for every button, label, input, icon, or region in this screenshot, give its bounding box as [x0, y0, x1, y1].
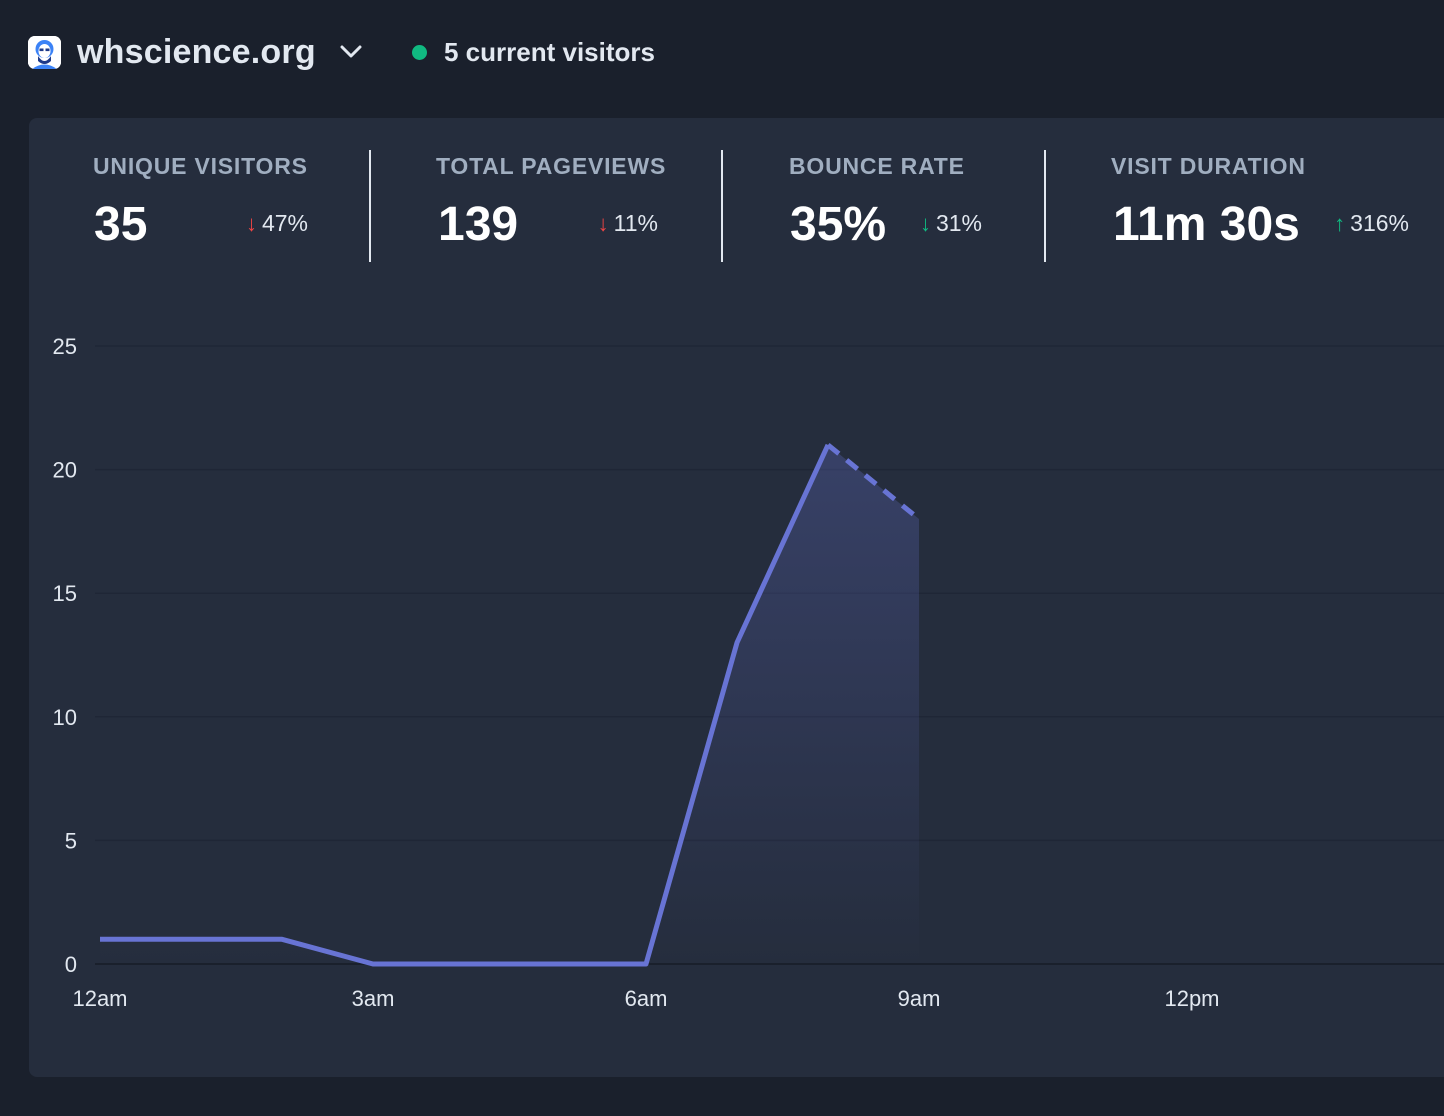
data-point[interactable]	[181, 929, 201, 949]
live-indicator-icon	[412, 44, 427, 60]
data-point[interactable]	[909, 509, 929, 529]
series-line	[100, 443, 831, 967]
x-tick-label: 6am	[625, 986, 668, 1011]
data-point[interactable]	[90, 929, 110, 949]
x-tick-label: 12am	[72, 986, 127, 1011]
arrow-down-icon: ↓	[245, 210, 257, 236]
avatar-portrait-icon	[28, 35, 61, 69]
stat-value: 35	[94, 198, 148, 251]
y-tick-label: 5	[65, 828, 77, 853]
stat-label: BOUNCE RATE	[789, 153, 965, 179]
stat-label: VISIT DURATION	[1111, 153, 1306, 179]
data-point[interactable]	[272, 929, 292, 949]
stat-unique-visitors[interactable]: UNIQUE VISITORS 35 ↓ 47%	[93, 118, 308, 268]
stat-value: 35%	[790, 198, 887, 251]
stat-visit-duration[interactable]: VISIT DURATION 11m 30s ↑ 316%	[1111, 118, 1409, 268]
data-point[interactable]	[363, 954, 383, 974]
x-tick-label: 3am	[352, 986, 395, 1011]
current-visitors-link[interactable]: 5 current visitors	[412, 34, 655, 70]
current-visitors-count: 5 current visitors	[444, 36, 655, 67]
stat-change: ↓ 47%	[246, 210, 308, 237]
x-tick-label: 12pm	[1164, 986, 1219, 1011]
top-bar: whscience.org 5 current visitors	[0, 0, 1444, 104]
y-tick-label: 15	[53, 581, 77, 606]
site-name: whscience.org	[77, 32, 316, 71]
stat-change-value: 316%	[1350, 210, 1409, 236]
arrow-up-icon: ↑	[1334, 210, 1346, 236]
arrow-down-icon: ↓	[919, 210, 931, 236]
arrow-down-icon: ↓	[597, 210, 609, 236]
y-tick-label: 20	[53, 458, 77, 483]
chevron-down-icon[interactable]	[338, 39, 364, 65]
stat-bounce-rate[interactable]: BOUNCE RATE 35% ↓ 31%	[789, 118, 982, 268]
stat-value: 11m 30s	[1113, 198, 1300, 251]
data-point[interactable]	[818, 435, 838, 455]
x-tick-label: 9am	[898, 986, 941, 1011]
stat-divider	[369, 150, 371, 262]
data-point[interactable]	[727, 633, 747, 653]
stat-value: 139	[438, 198, 519, 251]
data-point[interactable]	[545, 954, 565, 974]
y-tick-label: 25	[53, 334, 77, 359]
stat-change-value: 31%	[935, 210, 982, 236]
data-point[interactable]	[454, 954, 474, 974]
stat-label: TOTAL PAGEVIEWS	[436, 153, 667, 179]
data-point[interactable]	[636, 954, 656, 974]
site-switcher[interactable]: whscience.org	[28, 30, 364, 74]
stat-change: ↓ 11%	[598, 210, 658, 237]
series-line-incomplete	[826, 442, 921, 521]
stat-change-value: 47%	[261, 210, 308, 236]
stat-label: UNIQUE VISITORS	[93, 153, 308, 179]
y-tick-label: 10	[53, 705, 77, 730]
y-tick-label: 0	[65, 952, 77, 977]
stat-divider	[721, 150, 723, 262]
stat-divider	[1044, 150, 1046, 262]
series-area	[100, 444, 919, 964]
stat-total-pageviews[interactable]: TOTAL PAGEVIEWS 139 ↓ 11%	[436, 118, 665, 268]
stat-change-value: 11%	[613, 210, 658, 236]
main-graph-card: UNIQUE VISITORS 35 ↓ 47% TOTAL PAGEVIEWS…	[29, 118, 1444, 1077]
site-favicon	[28, 35, 61, 69]
stat-change: ↑ 316%	[1334, 210, 1409, 237]
stat-change: ↓ 31%	[920, 210, 982, 237]
